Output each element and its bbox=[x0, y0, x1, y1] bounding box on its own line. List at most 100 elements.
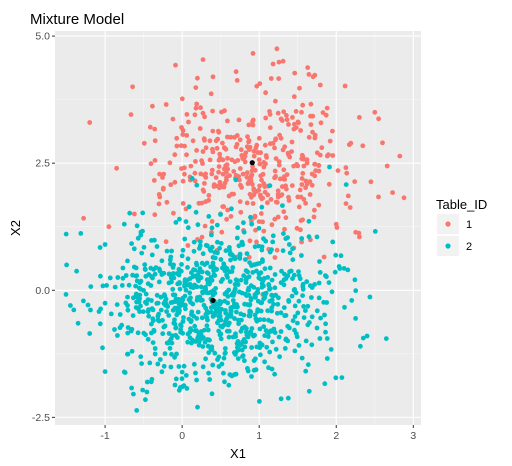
point-series-1 bbox=[272, 145, 277, 151]
point-series-2 bbox=[353, 316, 358, 321]
point-series-2 bbox=[210, 255, 216, 260]
point-series-2 bbox=[372, 229, 378, 234]
point-series-2 bbox=[222, 346, 228, 351]
point-series-2 bbox=[257, 340, 263, 346]
point-series-2 bbox=[158, 307, 164, 313]
point-series-2 bbox=[160, 317, 165, 323]
point-series-2 bbox=[222, 379, 227, 385]
point-series-1 bbox=[282, 226, 287, 232]
point-series-1 bbox=[193, 105, 199, 111]
point-series-2 bbox=[285, 323, 291, 329]
point-series-2 bbox=[159, 369, 165, 375]
point-series-1 bbox=[213, 175, 219, 181]
point-series-2 bbox=[152, 351, 158, 357]
point-series-1 bbox=[352, 179, 358, 185]
point-series-1 bbox=[273, 174, 278, 179]
point-series-2 bbox=[218, 241, 224, 246]
point-series-2 bbox=[78, 231, 84, 236]
point-series-2 bbox=[156, 279, 162, 285]
point-series-2 bbox=[300, 284, 306, 289]
chart-title: Mixture Model bbox=[30, 11, 124, 28]
point-series-2 bbox=[270, 339, 275, 345]
centroid-point bbox=[249, 160, 255, 166]
point-series-2 bbox=[216, 318, 222, 324]
point-series-1 bbox=[206, 197, 212, 203]
legend-key-2-dot bbox=[445, 243, 451, 249]
point-series-1 bbox=[167, 160, 173, 166]
point-series-1 bbox=[295, 194, 301, 200]
point-series-2 bbox=[199, 269, 205, 275]
point-series-2 bbox=[267, 183, 273, 189]
point-series-2 bbox=[253, 356, 258, 362]
point-series-2 bbox=[224, 328, 230, 334]
y-tick-label: -2.5 bbox=[32, 412, 50, 424]
point-series-1 bbox=[184, 133, 190, 138]
point-series-2 bbox=[221, 370, 226, 376]
point-series-2 bbox=[154, 244, 160, 249]
point-series-2 bbox=[364, 333, 370, 339]
point-series-2 bbox=[266, 330, 272, 335]
point-series-2 bbox=[317, 336, 323, 341]
x-axis-title: X1 bbox=[230, 446, 246, 461]
point-series-1 bbox=[202, 137, 207, 143]
point-series-1 bbox=[267, 112, 273, 117]
point-series-2 bbox=[198, 275, 204, 281]
point-series-2 bbox=[242, 324, 248, 330]
point-series-1 bbox=[218, 183, 224, 188]
point-series-1 bbox=[268, 76, 274, 81]
point-series-1 bbox=[174, 143, 180, 149]
point-series-2 bbox=[296, 269, 301, 274]
point-series-1 bbox=[252, 215, 258, 220]
point-series-1 bbox=[147, 124, 153, 130]
point-series-2 bbox=[251, 284, 257, 290]
point-series-2 bbox=[172, 321, 178, 327]
point-series-2 bbox=[289, 293, 295, 299]
point-series-2 bbox=[161, 363, 167, 369]
point-series-1 bbox=[163, 102, 169, 107]
point-series-1 bbox=[291, 94, 297, 100]
point-series-2 bbox=[179, 253, 185, 259]
point-series-1 bbox=[173, 62, 178, 68]
point-series-1 bbox=[262, 142, 268, 148]
point-series-2 bbox=[172, 299, 178, 305]
point-series-2 bbox=[174, 271, 180, 276]
point-series-1 bbox=[151, 178, 157, 183]
point-series-1 bbox=[163, 239, 169, 245]
point-series-1 bbox=[317, 82, 323, 88]
point-series-1 bbox=[356, 230, 362, 236]
point-series-2 bbox=[173, 376, 179, 382]
point-series-1 bbox=[259, 177, 264, 183]
point-series-1 bbox=[272, 255, 278, 260]
point-series-2 bbox=[138, 354, 144, 360]
point-series-2 bbox=[259, 204, 265, 210]
point-series-2 bbox=[291, 272, 297, 278]
point-series-1 bbox=[269, 222, 275, 228]
point-series-1 bbox=[196, 200, 202, 206]
point-series-2 bbox=[71, 307, 77, 313]
point-series-1 bbox=[279, 184, 285, 190]
point-series-2 bbox=[155, 361, 161, 367]
point-series-1 bbox=[299, 239, 304, 245]
point-series-2 bbox=[292, 348, 298, 354]
point-series-2 bbox=[232, 286, 238, 292]
point-series-1 bbox=[244, 170, 250, 176]
point-series-2 bbox=[112, 284, 118, 290]
point-series-2 bbox=[178, 385, 183, 390]
x-tick-label: 0 bbox=[179, 430, 185, 442]
point-series-2 bbox=[343, 182, 349, 188]
point-series-1 bbox=[318, 120, 324, 126]
point-series-2 bbox=[185, 331, 191, 337]
point-series-2 bbox=[140, 387, 146, 393]
point-series-2 bbox=[267, 349, 273, 355]
point-series-2 bbox=[337, 266, 343, 271]
point-series-2 bbox=[98, 273, 103, 279]
x-tick-label: 3 bbox=[410, 430, 416, 442]
point-series-1 bbox=[286, 198, 292, 203]
point-series-1 bbox=[296, 204, 302, 210]
point-series-1 bbox=[292, 121, 297, 127]
point-series-2 bbox=[169, 351, 174, 357]
point-series-2 bbox=[301, 304, 306, 309]
point-series-1 bbox=[345, 193, 351, 199]
point-series-1 bbox=[258, 211, 264, 216]
point-series-1 bbox=[284, 113, 289, 118]
